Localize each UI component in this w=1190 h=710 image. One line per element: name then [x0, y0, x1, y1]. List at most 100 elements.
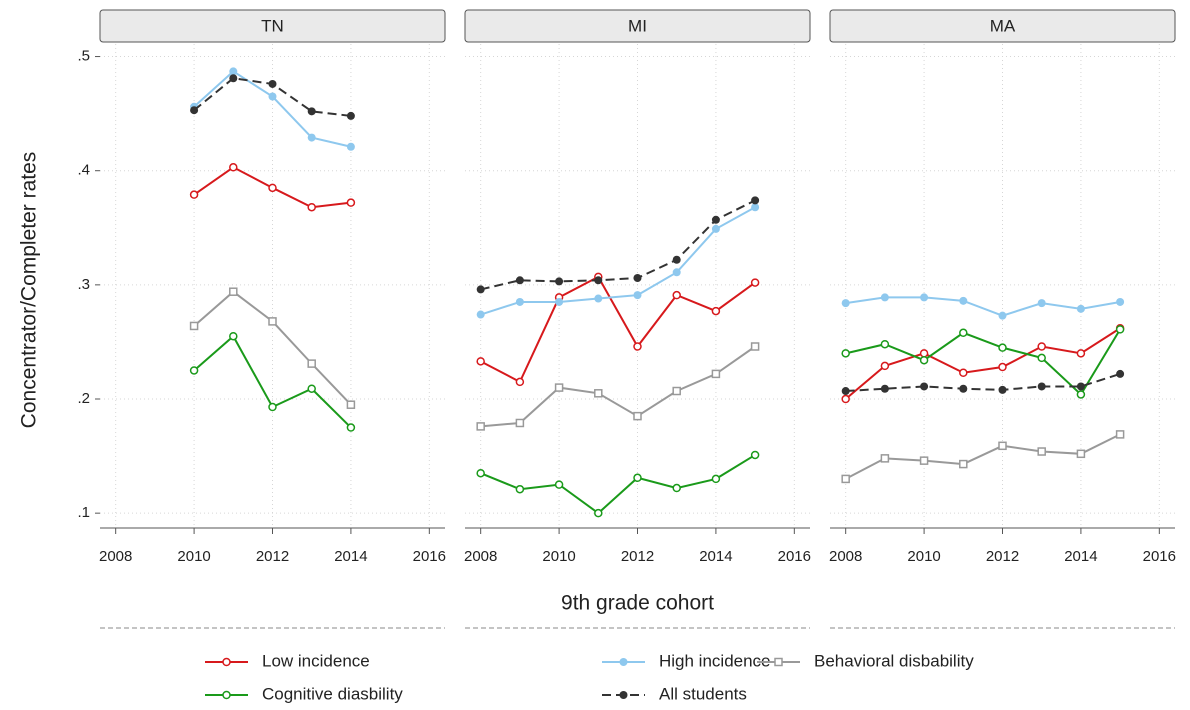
point — [515, 484, 525, 494]
y-tick-label: .2 — [77, 390, 90, 407]
point — [919, 355, 929, 365]
point — [515, 297, 524, 306]
point — [880, 361, 890, 371]
x-tick-label: 2008 — [464, 548, 497, 565]
point — [841, 474, 850, 484]
point — [919, 349, 929, 358]
y-tick-label: .5 — [77, 48, 90, 65]
point — [476, 357, 485, 366]
point — [920, 382, 929, 391]
point — [998, 441, 1007, 451]
panel-strip — [829, 9, 1176, 43]
point — [880, 339, 890, 349]
point — [841, 394, 850, 404]
legend-label: Behavioral disbability — [814, 651, 974, 670]
point — [672, 268, 681, 277]
legend-label: Cognitive diasbility — [262, 684, 403, 703]
point — [711, 215, 720, 224]
point — [633, 274, 642, 283]
point — [633, 342, 642, 351]
series-line — [480, 206, 756, 316]
point — [189, 366, 199, 375]
panel-title: TN — [261, 16, 284, 35]
panel-strip — [99, 9, 446, 43]
point — [554, 480, 564, 489]
point — [346, 111, 355, 120]
point — [633, 291, 642, 300]
point — [1037, 353, 1046, 363]
series-line — [845, 296, 1121, 317]
series-line — [845, 433, 1121, 480]
panel-title: MA — [990, 16, 1016, 35]
x-tick-label: 2010 — [542, 548, 575, 565]
x-tick-label: 2014 — [334, 548, 367, 565]
point — [750, 342, 760, 351]
point — [346, 400, 356, 409]
series-line — [845, 327, 1121, 400]
point — [594, 508, 603, 518]
point — [229, 287, 238, 296]
point — [672, 386, 681, 396]
point — [594, 389, 603, 398]
point — [515, 377, 525, 387]
panel-strip — [464, 9, 811, 43]
point — [476, 310, 485, 319]
x-tick-label: 2014 — [699, 548, 732, 565]
point — [555, 297, 564, 306]
point — [555, 277, 564, 286]
x-tick-label: 2012 — [986, 548, 1019, 565]
point — [229, 163, 238, 172]
legend-marker — [619, 691, 628, 699]
series-line — [480, 199, 756, 291]
x-tick-label: 2016 — [1143, 548, 1176, 565]
x-tick-label: 2010 — [177, 548, 210, 565]
series-line — [845, 372, 1121, 393]
x-tick-label: 2016 — [413, 548, 446, 565]
point — [959, 368, 968, 378]
point — [346, 198, 356, 207]
legend-marker — [222, 690, 231, 700]
point — [1115, 430, 1125, 439]
legend-marker — [619, 658, 628, 666]
point — [841, 299, 850, 308]
point — [880, 384, 889, 393]
point — [1076, 304, 1085, 313]
point — [307, 202, 316, 212]
point — [959, 459, 968, 469]
y-tick-label: .3 — [77, 276, 90, 293]
point — [998, 343, 1007, 352]
point — [476, 468, 485, 478]
point — [959, 296, 968, 305]
point — [268, 317, 277, 326]
point — [750, 450, 760, 460]
point — [1116, 369, 1125, 378]
point — [711, 224, 720, 233]
point — [1037, 382, 1046, 391]
point — [751, 196, 760, 205]
point — [346, 142, 355, 151]
point — [346, 423, 356, 432]
series-line — [845, 328, 1121, 397]
point — [633, 411, 642, 421]
series-line — [480, 275, 756, 384]
point — [1037, 299, 1046, 308]
x-tick-label: 2016 — [778, 548, 811, 565]
y-tick-label: .1 — [77, 504, 90, 521]
point — [229, 67, 238, 76]
point — [515, 418, 525, 428]
point — [229, 331, 238, 341]
point — [307, 384, 316, 393]
x-tick-label: 2008 — [99, 548, 132, 565]
point — [841, 349, 850, 358]
point — [672, 290, 681, 300]
point — [672, 255, 681, 264]
x-axis-label: 9th grade cohort — [561, 592, 714, 615]
x-tick-label: 2014 — [1064, 548, 1097, 565]
point — [594, 294, 603, 303]
point — [880, 293, 889, 302]
point — [268, 402, 277, 412]
series-line — [480, 345, 756, 428]
point — [476, 285, 485, 294]
